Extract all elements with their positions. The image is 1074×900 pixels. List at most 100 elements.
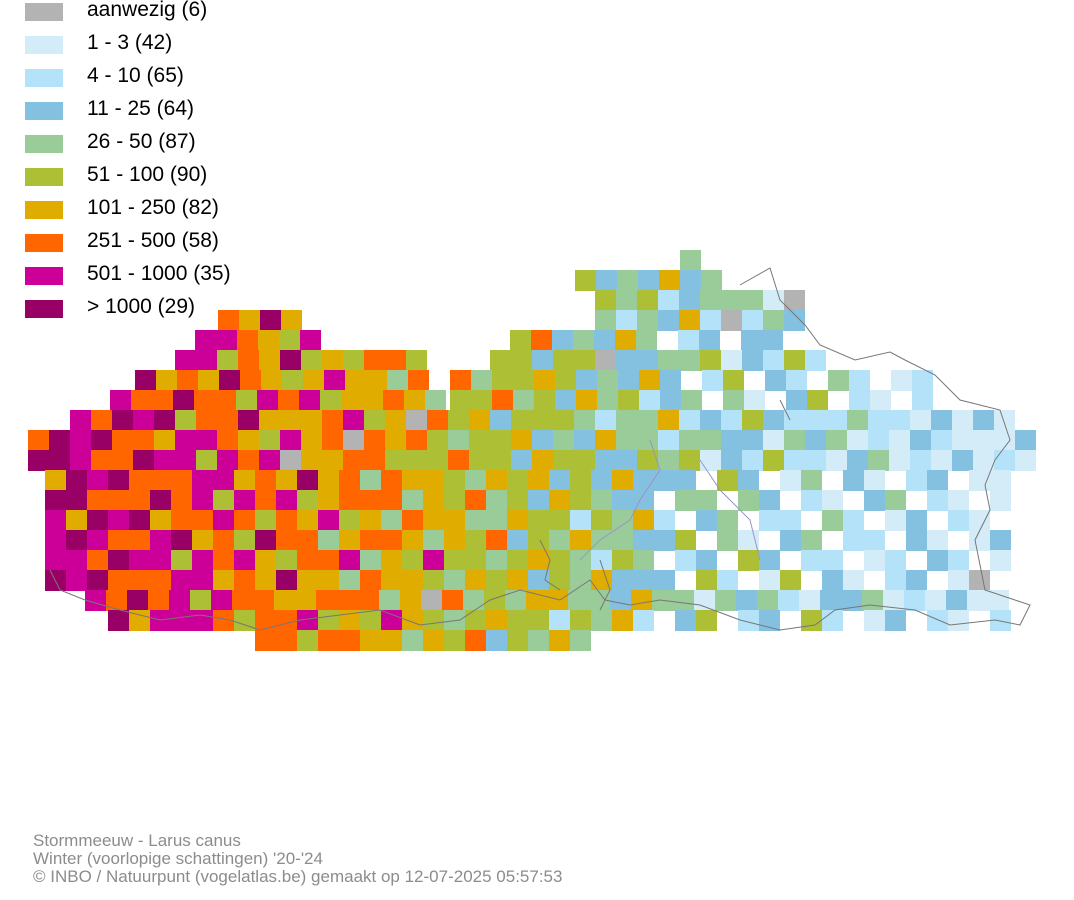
grid-cell <box>234 530 255 551</box>
copyright-line: © INBO / Natuurpunt (vogelatlas.be) gema… <box>33 867 563 886</box>
grid-cell <box>595 450 616 471</box>
grid-cell <box>198 370 219 391</box>
legend-item: 11 - 25 (64) <box>25 97 305 120</box>
grid-cell <box>108 470 129 491</box>
grid-cell <box>511 350 532 371</box>
grid-cell <box>805 430 826 451</box>
grid-cell <box>381 530 402 551</box>
grid-cell <box>555 370 576 391</box>
grid-cell <box>492 390 513 411</box>
grid-cell <box>236 390 257 411</box>
grid-cell <box>255 490 276 511</box>
legend-item: > 1000 (29) <box>25 295 305 318</box>
grid-cell <box>192 490 213 511</box>
grid-cell <box>253 590 274 611</box>
grid-cell <box>678 330 699 351</box>
grid-cell <box>260 310 281 331</box>
grid-cell <box>507 610 528 631</box>
grid-cell <box>364 410 385 431</box>
grid-cell <box>654 570 675 591</box>
grid-cell <box>759 550 780 571</box>
grid-cell <box>406 350 427 371</box>
grid-cell <box>406 450 427 471</box>
grid-cell <box>591 510 612 531</box>
grid-cell <box>70 450 91 471</box>
legend-label: 51 - 100 (90) <box>87 163 208 186</box>
grid-cell <box>215 390 236 411</box>
grid-cell <box>843 470 864 491</box>
grid-cell <box>507 490 528 511</box>
grid-cell <box>744 390 765 411</box>
grid-cell <box>742 350 763 371</box>
grid-cell <box>570 490 591 511</box>
grid-cell <box>45 470 66 491</box>
grid-cell <box>150 610 171 631</box>
grid-cell <box>213 510 234 531</box>
grid-cell <box>195 330 216 351</box>
grid-cell <box>738 470 759 491</box>
grid-cell <box>318 470 339 491</box>
grid-cell <box>679 430 700 451</box>
grid-cell <box>843 510 864 531</box>
grid-cell <box>343 350 364 371</box>
grid-cell <box>486 630 507 651</box>
grid-cell <box>637 410 658 431</box>
grid-cell <box>423 630 444 651</box>
grid-cell <box>91 430 112 451</box>
grid-cell <box>339 610 360 631</box>
grid-cell <box>717 470 738 491</box>
grid-cell <box>637 450 658 471</box>
legend-item: 26 - 50 (87) <box>25 130 305 153</box>
grid-cell <box>906 530 927 551</box>
grid-cell <box>87 510 108 531</box>
grid-cell <box>990 470 1011 491</box>
grid-cell <box>780 530 801 551</box>
grid-cell <box>784 430 805 451</box>
grid-cell <box>280 350 301 371</box>
grid-cell <box>885 490 906 511</box>
grid-cell <box>759 510 780 531</box>
grid-cell <box>616 290 637 311</box>
grid-cell <box>721 410 742 431</box>
grid-cell <box>681 390 702 411</box>
grid-cell <box>847 430 868 451</box>
grid-cell <box>528 510 549 531</box>
grid-cell <box>801 470 822 491</box>
grid-cell <box>362 390 383 411</box>
grid-cell <box>85 590 106 611</box>
grid-cell <box>45 530 66 551</box>
grid-cell <box>360 530 381 551</box>
grid-cell <box>280 410 301 431</box>
grid-cell <box>154 430 175 451</box>
grid-cell <box>318 550 339 571</box>
grid-cell <box>969 570 990 591</box>
grid-cell <box>574 430 595 451</box>
grid-cell <box>864 530 885 551</box>
grid-cell <box>465 510 486 531</box>
grid-cell <box>471 370 492 391</box>
grid-cell <box>574 450 595 471</box>
grid-cell <box>946 590 967 611</box>
grid-cell <box>381 490 402 511</box>
legend-swatch <box>25 3 63 21</box>
grid-cell <box>297 490 318 511</box>
grid-cell <box>631 590 652 611</box>
grid-cell <box>282 370 303 391</box>
grid-cell <box>570 510 591 531</box>
grid-cell <box>171 550 192 571</box>
grid-cell <box>738 610 759 631</box>
grid-cell <box>257 390 278 411</box>
grid-cell <box>402 490 423 511</box>
grid-cell <box>694 590 715 611</box>
grid-cell <box>595 410 616 431</box>
grid-cell <box>511 410 532 431</box>
grid-cell <box>234 610 255 631</box>
grid-cell <box>633 550 654 571</box>
grid-cell <box>573 330 594 351</box>
grid-cell <box>570 470 591 491</box>
grid-cell <box>847 450 868 471</box>
grid-cell <box>994 410 1015 431</box>
grid-cell <box>531 330 552 351</box>
grid-cell <box>423 550 444 571</box>
grid-cell <box>591 470 612 491</box>
